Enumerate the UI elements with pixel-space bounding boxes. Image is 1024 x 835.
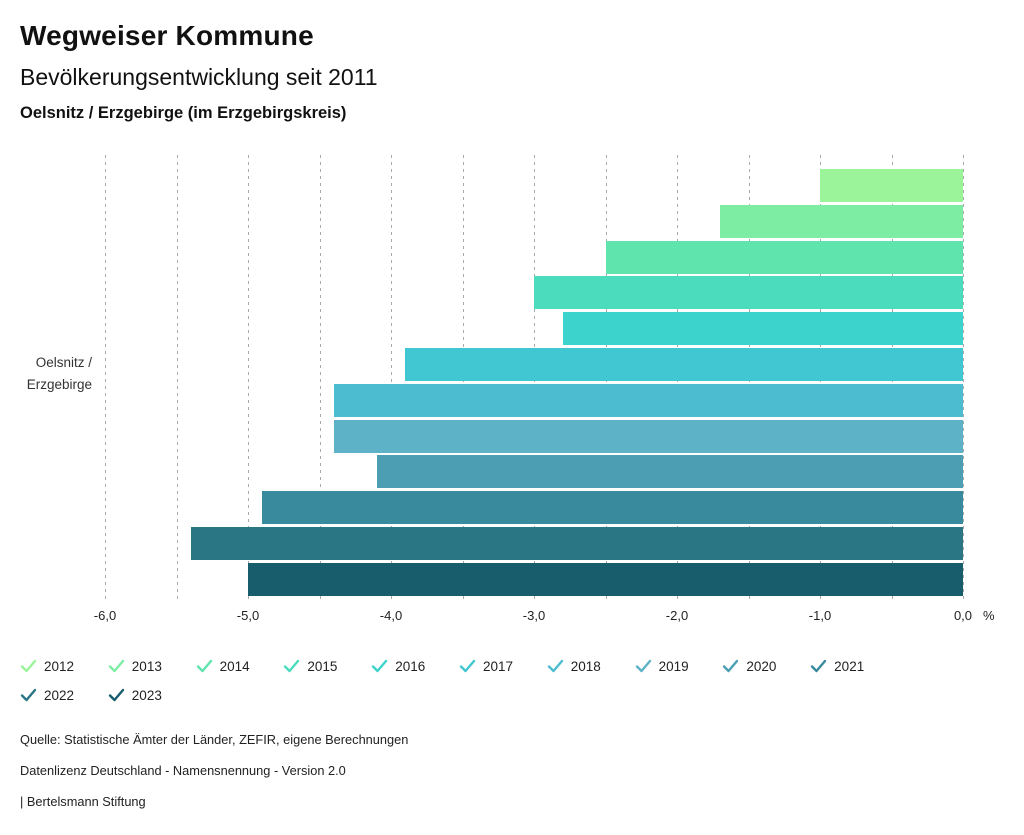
legend-year-label: 2022 [44, 687, 75, 703]
x-tick-label: -4,0 [379, 608, 403, 623]
page-title: Wegweiser Kommune [20, 20, 314, 51]
bar-2013 [719, 204, 963, 238]
legend-year-label: 2015 [307, 658, 338, 674]
gridline [248, 155, 249, 600]
check-icon [284, 659, 300, 673]
legend-item-2017[interactable]: 2017 [459, 658, 547, 674]
chart-location-subtitle: Oelsnitz / Erzgebirge (im Erzgebirgskrei… [20, 104, 347, 122]
bar-2018 [333, 383, 963, 417]
gridline [963, 155, 964, 600]
x-tick-label: -2,0 [665, 608, 689, 623]
bar-2015 [534, 276, 963, 310]
bar-2014 [605, 240, 963, 274]
bar-2017 [405, 348, 963, 381]
legend-item-2023[interactable]: 2023 [108, 687, 196, 703]
legend-item-2021[interactable]: 2021 [810, 658, 898, 674]
legend-item-2015[interactable]: 2015 [283, 658, 371, 674]
legend-item-2020[interactable]: 2020 [722, 658, 810, 674]
gridline [319, 155, 321, 600]
legend-year-label: 2021 [834, 658, 865, 674]
plot-area [105, 155, 964, 600]
x-tick-label: -6,0 [93, 608, 117, 623]
legend-year-label: 2017 [482, 658, 514, 674]
legend-year-label: 2023 [131, 687, 162, 703]
license-note: Datenlizenz Deutschland - Namensnennung … [20, 763, 346, 778]
bar-2020 [376, 455, 963, 489]
check-icon [810, 659, 827, 673]
bar-2019 [333, 419, 963, 453]
legend-item-2013[interactable]: 2013 [108, 658, 196, 674]
attribution-note: | Bertelsmann Stiftung [20, 794, 146, 809]
x-tick-label: -5,0 [236, 608, 260, 623]
check-icon [723, 659, 739, 673]
y-axis-category-label: Oelsnitz / Erzgebirge [0, 352, 92, 396]
chart-title: Bevölkerungsentwicklung seit 2011 [20, 64, 378, 90]
check-icon [108, 659, 124, 673]
legend-item-2016[interactable]: 2016 [371, 658, 459, 674]
legend-item-2018[interactable]: 2018 [547, 658, 635, 674]
legend-year-label: 2014 [219, 658, 250, 674]
legend-year-label: 2018 [570, 658, 601, 674]
x-axis-unit-label: % [983, 608, 995, 623]
legend-year-label: 2013 [131, 658, 162, 674]
x-tick-label: 0,0 [953, 608, 973, 623]
x-tick-label: -3,0 [522, 608, 546, 623]
check-icon [635, 659, 651, 673]
gridline [176, 155, 178, 600]
check-icon [108, 688, 124, 702]
bar-2012 [820, 169, 963, 202]
legend-year-label: 2019 [658, 658, 689, 674]
legend-year-label: 2012 [44, 658, 75, 674]
legend-item-2012[interactable]: 2012 [20, 658, 108, 674]
legend-item-2014[interactable]: 2014 [196, 658, 284, 674]
gridline [105, 155, 106, 600]
check-icon [20, 659, 37, 673]
bar-2016 [562, 312, 963, 346]
legend-row: 2012 2013 2014 2015 2016 2017 2018 2019 2020 2021 [20, 658, 1004, 674]
legend-year-label: 2016 [395, 658, 426, 674]
check-icon [459, 659, 476, 673]
x-tick-label: -1,0 [808, 608, 832, 623]
gridline [391, 155, 392, 600]
legend-year-label: 2020 [746, 658, 777, 674]
legend-item-2022[interactable]: 2022 [20, 687, 108, 703]
check-icon [371, 659, 388, 673]
check-icon [547, 659, 563, 673]
bar-2021 [262, 491, 963, 525]
category-label-line1: Oelsnitz / [35, 355, 92, 370]
legend-row: 2022 2023 [20, 687, 1004, 703]
category-label-line2: Erzgebirge [26, 377, 92, 392]
bar-2023 [248, 562, 963, 596]
chart-legend: 2012 2013 2014 2015 2016 2017 2018 2019 2020 2021… [20, 658, 1004, 716]
bar-2022 [190, 527, 963, 560]
legend-item-2019[interactable]: 2019 [635, 658, 723, 674]
x-axis: -6,0 -5,0 -4,0 -3,0 -2,0 -1,0 0,0% [0, 608, 1024, 626]
check-icon [196, 659, 212, 673]
source-note: Quelle: Statistische Ämter der Länder, Z… [20, 732, 409, 747]
check-icon [20, 688, 37, 702]
